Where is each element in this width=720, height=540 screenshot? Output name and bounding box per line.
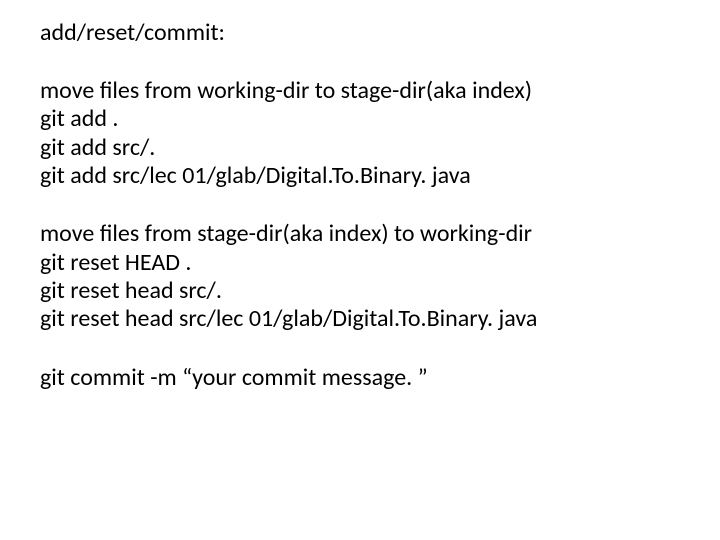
slide-title: add/reset/commit: <box>40 18 680 47</box>
code-line: git commit -m “your commit message. ” <box>40 364 680 392</box>
code-line: git reset head src/lec 01/glab/Digital.T… <box>40 305 680 333</box>
section-reset: move files from stage-dir(aka index) to … <box>40 220 680 333</box>
slide: add/reset/commit: move files from workin… <box>0 0 720 540</box>
section-add: move files from working-dir to stage-dir… <box>40 77 680 190</box>
code-line: git add . <box>40 105 680 133</box>
code-line: git reset head src/. <box>40 277 680 305</box>
code-line: git add src/lec 01/glab/Digital.To.Binar… <box>40 162 680 190</box>
code-line: git add src/. <box>40 134 680 162</box>
section-commit: git commit -m “your commit message. ” <box>40 364 680 392</box>
code-line: git reset HEAD . <box>40 249 680 277</box>
section-add-heading: move files from working-dir to stage-dir… <box>40 77 680 105</box>
section-reset-heading: move files from stage-dir(aka index) to … <box>40 220 680 248</box>
